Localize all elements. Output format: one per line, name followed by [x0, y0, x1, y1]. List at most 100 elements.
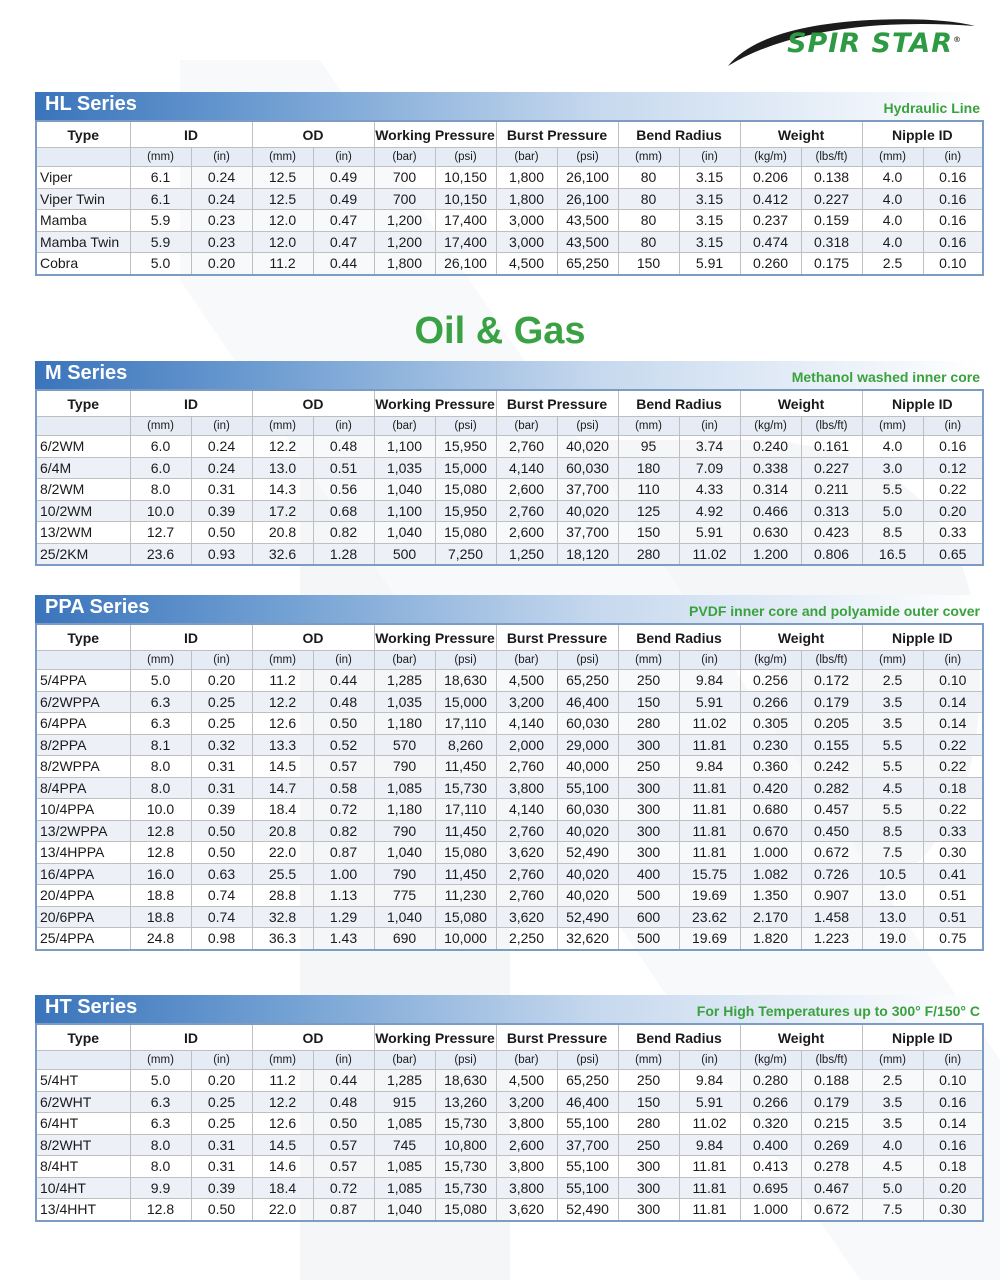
unit-header: (in): [312, 416, 375, 436]
cell-br-mm: 300: [617, 1176, 680, 1199]
column-header: Working Pressure: [373, 120, 497, 148]
table-row: 10/2WM 10.0 0.39 17.2 0.68 1,100 15,950 2,760 40…: [35, 499, 984, 522]
column-header: Type: [35, 389, 131, 417]
cell-br-mm: 300: [617, 841, 680, 864]
cell-type: 8/2WPPA: [35, 755, 131, 778]
cell-bp-psi: 43,500: [556, 209, 619, 232]
cell-od-mm: 20.8: [251, 819, 314, 842]
cell-nip-in: 0.18: [922, 776, 984, 799]
cell-bp-psi: 40,000: [556, 755, 619, 778]
cell-id-in: 0.25: [190, 1090, 253, 1113]
table-row: 13/4HPPA 12.8 0.50 22.0 0.87 1,040 15,080 3,620…: [35, 841, 984, 864]
cell-id-in: 0.25: [190, 712, 253, 735]
cell-br-in: 11.81: [678, 733, 741, 756]
cell-wp-bar: 1,040: [373, 521, 436, 544]
cell-id-in: 0.31: [190, 1133, 253, 1156]
unit-header: (in): [678, 416, 741, 436]
series-header-band: HT Series For High Temperatures up to 300…: [35, 995, 980, 1023]
hl-series-section: HL Series Hydraulic Line Type ID OD Working P…: [35, 92, 985, 276]
cell-nip-mm: 5.5: [861, 798, 924, 821]
table-row: 8/4PPA 8.0 0.31 14.7 0.58 1,085 15,730 3,800 55,…: [35, 776, 984, 799]
cell-nip-in: 0.14: [922, 712, 984, 735]
cell-wp-bar: 915: [373, 1090, 436, 1113]
cell-wt-kgm: 0.400: [739, 1133, 802, 1156]
cell-br-mm: 80: [617, 166, 680, 189]
series-subtitle: PVDF inner core and polyamide outer cove…: [689, 603, 980, 619]
cell-wt-lbsft: 0.672: [800, 841, 863, 864]
cell-br-in: 5.91: [678, 521, 741, 544]
series-title: M Series: [45, 362, 128, 384]
cell-od-in: 0.47: [312, 209, 375, 232]
cell-br-in: 11.81: [678, 841, 741, 864]
cell-od-mm: 20.8: [251, 521, 314, 544]
cell-wp-bar: 700: [373, 187, 436, 210]
cell-bp-psi: 26,100: [556, 166, 619, 189]
cell-od-in: 0.82: [312, 521, 375, 544]
cell-id-mm: 24.8: [129, 927, 192, 950]
table-row: 25/2KM 23.6 0.93 32.6 1.28 500 7,250 1,250 18,12…: [35, 542, 984, 566]
cell-br-in: 11.81: [678, 1198, 741, 1221]
category-title: Oil & Gas: [414, 310, 586, 352]
table-row: 13/2WM 12.7 0.50 20.8 0.82 1,040 15,080 2,600 37…: [35, 521, 984, 544]
cell-id-in: 0.23: [190, 209, 253, 232]
cell-br-mm: 250: [617, 669, 680, 692]
unit-header: (bar): [495, 650, 558, 670]
cell-br-in: 19.69: [678, 927, 741, 950]
cell-od-in: 0.44: [312, 252, 375, 275]
cell-br-in: 9.84: [678, 755, 741, 778]
cell-od-mm: 13.0: [251, 456, 314, 479]
cell-od-in: 0.49: [312, 166, 375, 189]
cell-nip-in: 0.20: [922, 1176, 984, 1199]
cell-nip-mm: 19.0: [861, 927, 924, 950]
cell-wt-kgm: 1.350: [739, 884, 802, 907]
cell-bp-psi: 40,020: [556, 499, 619, 522]
cell-br-in: 11.81: [678, 819, 741, 842]
cell-wp-psi: 15,080: [434, 478, 497, 501]
cell-br-mm: 80: [617, 230, 680, 253]
table-row: 16/4PPA 16.0 0.63 25.5 1.00 790 11,450 2,760 40,…: [35, 862, 984, 885]
column-header-row: Type ID OD Working Pressure Burst Pressure Be…: [35, 389, 984, 417]
unit-header: (in): [678, 147, 741, 167]
column-header: Nipple ID: [861, 1023, 984, 1051]
cell-id-mm: 12.8: [129, 841, 192, 864]
cell-type: 8/4PPA: [35, 776, 131, 799]
cell-bp-bar: 3,800: [495, 1155, 558, 1178]
ppa-series-section: PPA Series PVDF inner core and polyamide …: [35, 595, 985, 951]
cell-br-mm: 250: [617, 755, 680, 778]
cell-id-in: 0.20: [190, 1069, 253, 1092]
cell-id-mm: 16.0: [129, 862, 192, 885]
cell-bp-psi: 37,700: [556, 1133, 619, 1156]
cell-nip-mm: 3.5: [861, 1090, 924, 1113]
cell-wt-kgm: 0.266: [739, 690, 802, 713]
cell-type: 6/2WPPA: [35, 690, 131, 713]
cell-nip-mm: 3.0: [861, 456, 924, 479]
unit-header: (mm): [861, 1050, 924, 1070]
cell-br-mm: 300: [617, 819, 680, 842]
unit-header-row: (mm) (in) (mm) (in) (bar) (psi) (bar) (psi) (mm)…: [35, 650, 984, 670]
cell-wp-bar: 690: [373, 927, 436, 950]
cell-wt-lbsft: 0.175: [800, 252, 863, 275]
cell-wt-lbsft: 0.467: [800, 1176, 863, 1199]
unit-header-blank: [35, 1050, 131, 1070]
cell-wt-kgm: 1.000: [739, 1198, 802, 1221]
cell-br-mm: 95: [617, 435, 680, 458]
cell-wp-bar: 1,085: [373, 1155, 436, 1178]
cell-nip-mm: 4.5: [861, 1155, 924, 1178]
column-header: Type: [35, 623, 131, 651]
cell-id-in: 0.39: [190, 1176, 253, 1199]
unit-header: (in): [190, 416, 253, 436]
unit-header: (bar): [373, 650, 436, 670]
cell-br-in: 19.69: [678, 884, 741, 907]
cell-wp-bar: 1,200: [373, 230, 436, 253]
cell-wp-psi: 17,400: [434, 230, 497, 253]
cell-id-in: 0.50: [190, 819, 253, 842]
cell-id-mm: 18.8: [129, 884, 192, 907]
unit-header: (kg/m): [739, 147, 802, 167]
cell-id-mm: 8.0: [129, 776, 192, 799]
cell-id-mm: 6.0: [129, 435, 192, 458]
cell-id-mm: 18.8: [129, 905, 192, 928]
cell-wt-lbsft: 0.155: [800, 733, 863, 756]
cell-od-in: 0.68: [312, 499, 375, 522]
unit-header: (in): [922, 1050, 984, 1070]
cell-bp-bar: 3,800: [495, 1176, 558, 1199]
